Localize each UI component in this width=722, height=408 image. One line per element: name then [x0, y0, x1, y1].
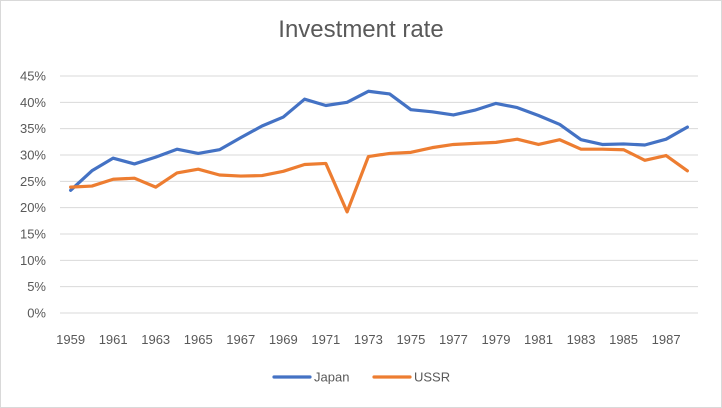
y-tick-label: 5%: [27, 279, 46, 294]
x-tick-label: 1983: [567, 332, 596, 347]
x-tick-label: 1975: [396, 332, 425, 347]
x-tick-label: 1969: [269, 332, 298, 347]
x-tick-label: 1965: [184, 332, 213, 347]
y-tick-label: 40%: [20, 95, 46, 110]
y-tick-label: 35%: [20, 121, 46, 136]
legend-label-japan: Japan: [314, 370, 349, 385]
y-tick-label: 30%: [20, 148, 46, 163]
x-tick-label: 1977: [439, 332, 468, 347]
x-tick-label: 1967: [226, 332, 255, 347]
y-tick-label: 25%: [20, 174, 46, 189]
x-tick-label: 1979: [482, 332, 511, 347]
x-tick-label: 1987: [652, 332, 681, 347]
series-line-japan: [69, 89, 689, 192]
y-tick-label: 45%: [20, 69, 46, 84]
y-tick-label: 10%: [20, 253, 46, 268]
x-tick-label: 1981: [524, 332, 553, 347]
legend-label-ussr: USSR: [414, 370, 450, 385]
x-tick-label: 1985: [609, 332, 638, 347]
x-tick-label: 1973: [354, 332, 383, 347]
y-tick-label: 15%: [20, 227, 46, 242]
chart-title: Investment rate: [278, 16, 444, 43]
series-line-ussr: [69, 137, 689, 214]
x-tick-label: 1971: [311, 332, 340, 347]
x-tick-label: 1961: [99, 332, 128, 347]
y-tick-label: 0%: [27, 306, 46, 321]
y-tick-label: 20%: [20, 200, 46, 215]
x-tick-label: 1963: [141, 332, 170, 347]
x-tick-label: 1959: [56, 332, 85, 347]
